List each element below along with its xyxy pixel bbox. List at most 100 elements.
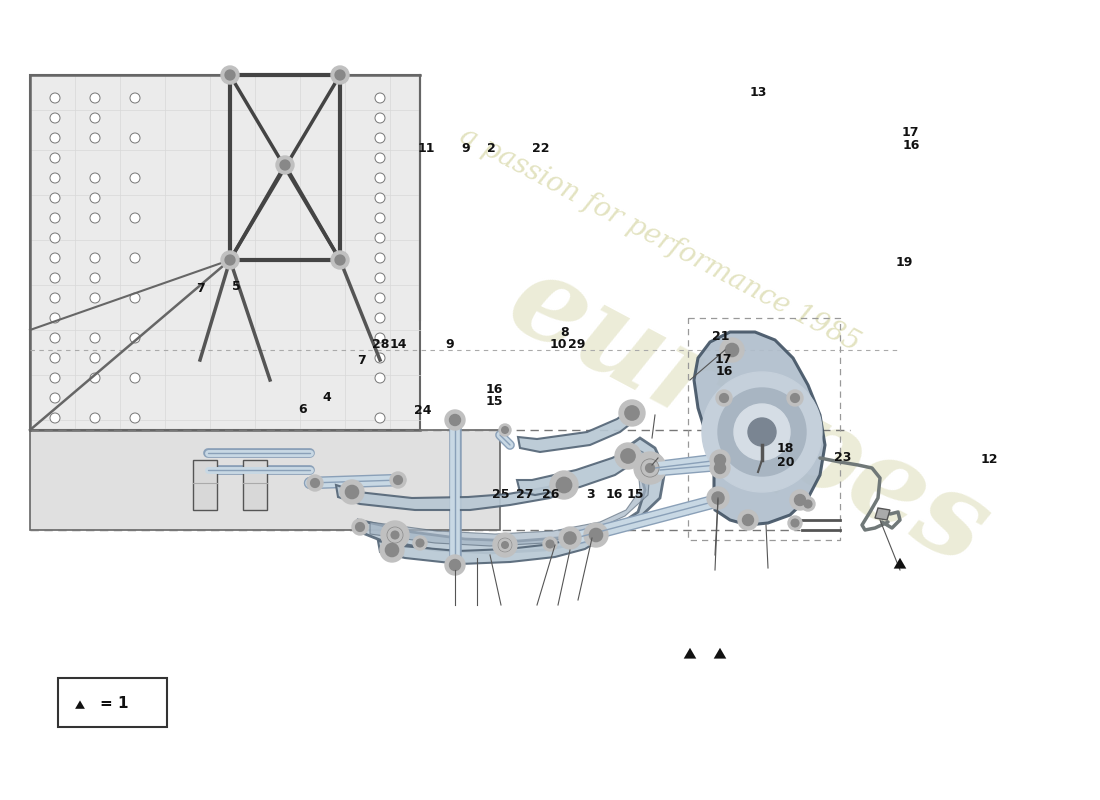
Circle shape — [550, 471, 578, 499]
Circle shape — [90, 93, 100, 103]
Polygon shape — [243, 460, 267, 510]
Circle shape — [340, 480, 364, 504]
Circle shape — [50, 253, 60, 263]
Circle shape — [276, 156, 294, 174]
Text: 29: 29 — [568, 338, 585, 350]
Polygon shape — [893, 558, 906, 569]
Circle shape — [50, 173, 60, 183]
Circle shape — [734, 404, 790, 460]
Circle shape — [791, 519, 799, 527]
Text: 24: 24 — [414, 404, 431, 417]
Polygon shape — [355, 438, 666, 553]
Polygon shape — [714, 648, 726, 658]
Polygon shape — [192, 460, 217, 510]
Circle shape — [375, 293, 385, 303]
Circle shape — [90, 373, 100, 383]
Circle shape — [710, 450, 730, 470]
Text: 19: 19 — [895, 256, 913, 269]
Circle shape — [790, 490, 810, 510]
Text: 27: 27 — [516, 488, 534, 501]
Circle shape — [50, 393, 60, 403]
Circle shape — [546, 540, 554, 548]
Circle shape — [446, 410, 465, 430]
Text: 13: 13 — [749, 86, 767, 98]
Circle shape — [375, 413, 385, 423]
Circle shape — [394, 475, 403, 484]
Circle shape — [310, 478, 319, 487]
Polygon shape — [684, 648, 696, 658]
Text: 16: 16 — [902, 139, 920, 152]
Circle shape — [221, 251, 239, 269]
Circle shape — [493, 533, 517, 557]
Text: 7: 7 — [358, 354, 366, 367]
Text: a passion for performance 1985: a passion for performance 1985 — [455, 122, 865, 358]
Circle shape — [716, 390, 732, 406]
Circle shape — [641, 459, 659, 477]
Circle shape — [336, 70, 345, 80]
Circle shape — [375, 313, 385, 323]
Text: 6: 6 — [298, 403, 307, 416]
Circle shape — [90, 213, 100, 223]
Circle shape — [502, 542, 508, 548]
Circle shape — [450, 414, 461, 426]
Text: 16: 16 — [715, 365, 733, 378]
Circle shape — [801, 497, 815, 511]
Circle shape — [50, 233, 60, 243]
Text: 12: 12 — [980, 454, 998, 466]
Circle shape — [375, 273, 385, 283]
Circle shape — [499, 539, 512, 551]
Circle shape — [50, 333, 60, 343]
Circle shape — [375, 213, 385, 223]
Circle shape — [794, 494, 805, 506]
Circle shape — [50, 273, 60, 283]
Circle shape — [90, 293, 100, 303]
Circle shape — [375, 193, 385, 203]
Circle shape — [331, 251, 349, 269]
Circle shape — [130, 133, 140, 143]
Circle shape — [712, 492, 724, 504]
Circle shape — [352, 519, 368, 535]
Polygon shape — [336, 480, 568, 510]
Circle shape — [375, 353, 385, 363]
Circle shape — [90, 113, 100, 123]
Text: 16: 16 — [605, 488, 623, 501]
Circle shape — [50, 93, 60, 103]
Text: 20: 20 — [777, 456, 794, 469]
Circle shape — [725, 343, 738, 357]
Circle shape — [90, 273, 100, 283]
Text: 16: 16 — [485, 383, 503, 396]
Text: 14: 14 — [389, 338, 407, 350]
Circle shape — [130, 413, 140, 423]
Circle shape — [642, 460, 658, 476]
Circle shape — [50, 293, 60, 303]
Circle shape — [715, 462, 726, 474]
Circle shape — [90, 413, 100, 423]
Circle shape — [50, 213, 60, 223]
Circle shape — [385, 543, 398, 557]
Circle shape — [381, 521, 409, 549]
Text: 15: 15 — [485, 395, 503, 408]
Circle shape — [336, 255, 345, 265]
Circle shape — [307, 475, 323, 491]
Text: 28: 28 — [372, 338, 389, 350]
Text: 4: 4 — [322, 391, 331, 404]
Circle shape — [720, 338, 744, 362]
Circle shape — [90, 133, 100, 143]
Circle shape — [130, 373, 140, 383]
Polygon shape — [30, 75, 420, 430]
Polygon shape — [75, 701, 85, 709]
Circle shape — [387, 527, 403, 542]
Circle shape — [557, 478, 572, 493]
Circle shape — [345, 486, 359, 498]
Circle shape — [392, 531, 399, 539]
Circle shape — [590, 528, 603, 542]
Circle shape — [50, 113, 60, 123]
Circle shape — [786, 390, 803, 406]
FancyBboxPatch shape — [58, 678, 167, 727]
Circle shape — [788, 516, 802, 530]
Text: europes: europes — [488, 242, 1008, 590]
Circle shape — [791, 394, 800, 402]
Circle shape — [615, 443, 641, 469]
Circle shape — [375, 333, 385, 343]
Text: 10: 10 — [550, 338, 568, 350]
